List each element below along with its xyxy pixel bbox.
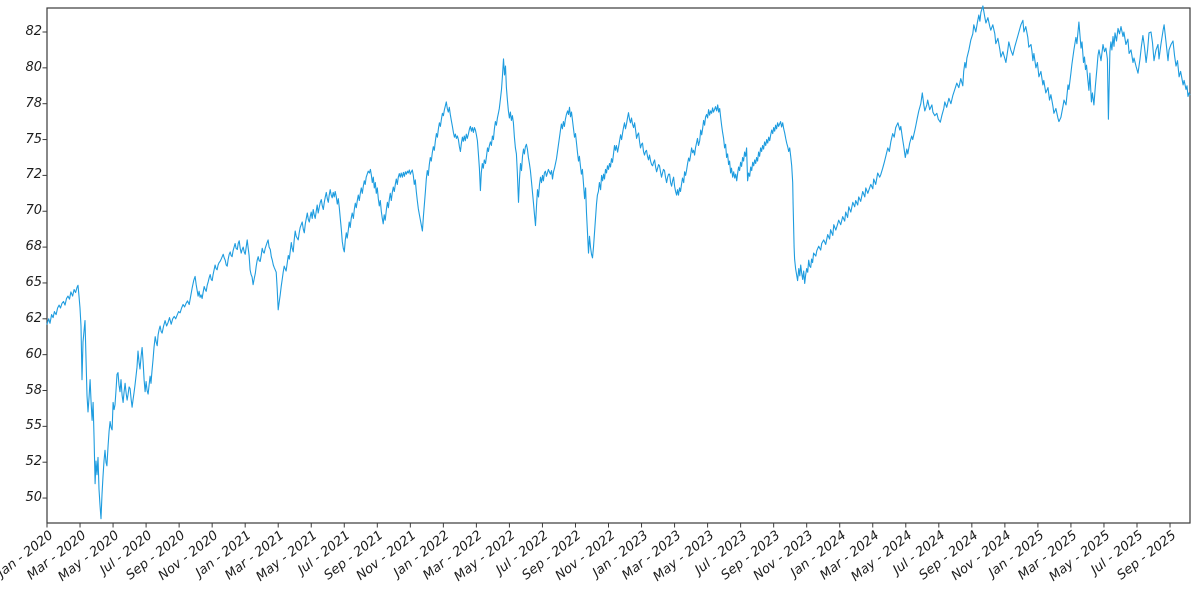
- axis-ticks: [42, 31, 1171, 528]
- y-axis-tick-label: 82: [25, 24, 42, 39]
- y-axis-tick-label: 68: [25, 239, 42, 255]
- y-axis-tick-label: 52: [25, 454, 42, 470]
- plot-frame: [46, 7, 1191, 524]
- y-axis-tick-label: 72: [25, 167, 42, 183]
- y-axis-tick-label: 58: [25, 382, 42, 398]
- y-axis-tick-label: 62: [25, 310, 42, 326]
- y-axis-tick-label: 80: [25, 59, 42, 75]
- y-axis-tick-label: 65: [25, 274, 42, 290]
- y-axis-tick-label: 70: [25, 203, 42, 219]
- y-axis-tick-label: 78: [25, 95, 42, 111]
- y-axis-tick-label: 60: [25, 346, 42, 362]
- y-axis-tick-label: 55: [25, 418, 42, 434]
- line-series: [46, 5, 1191, 520]
- y-axis-tick-label: 75: [25, 131, 42, 147]
- y-axis-tick-label: 50: [25, 490, 42, 506]
